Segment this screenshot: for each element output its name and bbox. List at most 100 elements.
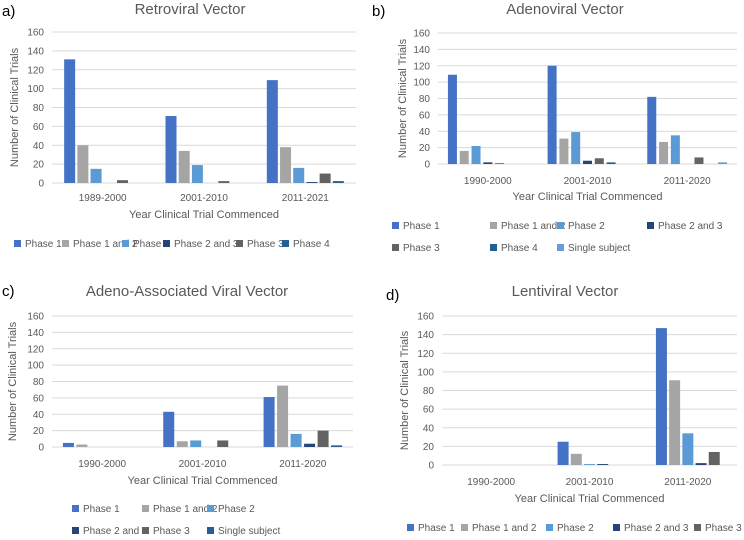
legend-label: Phase 3 bbox=[705, 523, 742, 534]
bar bbox=[332, 181, 344, 183]
legend-label: Phase 1 bbox=[25, 239, 62, 250]
y-tick-label: 0 bbox=[38, 179, 44, 190]
category-label: 1990-2000 bbox=[78, 459, 126, 470]
legend-label: Phase 1 bbox=[83, 504, 120, 515]
legend-label: Phase 3 bbox=[403, 243, 440, 254]
y-axis-title: Number of Clinical Trials bbox=[7, 321, 19, 441]
chart-title: Adenoviral Vector bbox=[506, 1, 624, 18]
legend-label: Phase 4 bbox=[501, 243, 538, 254]
bar bbox=[669, 380, 681, 465]
legend-swatch bbox=[392, 222, 399, 229]
bar bbox=[559, 138, 569, 164]
legend-swatch bbox=[122, 240, 129, 247]
category-label: 2001-2010 bbox=[180, 193, 228, 204]
legend-swatch bbox=[613, 524, 620, 531]
chart-panel-d: d) Lentiviral Vector 0 20 40 60 80 100 120 140 160… bbox=[386, 283, 742, 534]
legend-swatch bbox=[207, 505, 214, 512]
category-label: 2011-2020 bbox=[664, 176, 712, 187]
y-tick-label: 0 bbox=[38, 443, 44, 454]
category-label: 2001-2010 bbox=[566, 477, 614, 488]
category-label: 1990-2000 bbox=[464, 176, 512, 187]
panel-letter: d) bbox=[386, 287, 399, 304]
y-tick-label: 40 bbox=[33, 141, 45, 152]
legend-swatch bbox=[557, 244, 564, 251]
bar bbox=[331, 445, 343, 447]
bar bbox=[571, 132, 581, 164]
bar bbox=[116, 180, 128, 183]
legend-swatch bbox=[694, 524, 701, 531]
bar bbox=[670, 135, 680, 164]
category-label: 2011-2021 bbox=[282, 193, 330, 204]
bar bbox=[655, 328, 667, 465]
bar bbox=[266, 80, 278, 183]
y-tick-label: 140 bbox=[27, 328, 44, 339]
legend-label: Phase 2 and 3 bbox=[658, 221, 723, 232]
y-tick-label: 80 bbox=[423, 386, 435, 397]
chart-title: Lentiviral Vector bbox=[512, 283, 619, 300]
y-axis-title: Number of Clinical Trials bbox=[399, 330, 411, 450]
bar bbox=[165, 115, 177, 183]
category-label: 2001-2010 bbox=[564, 176, 612, 187]
bar bbox=[76, 444, 88, 447]
legend-label: Single subject bbox=[568, 243, 630, 254]
y-tick-label: 140 bbox=[417, 330, 434, 341]
x-axis-title: Year Clinical Trial Commenced bbox=[128, 475, 278, 487]
y-tick-label: 60 bbox=[33, 393, 45, 404]
chart-title: Retroviral Vector bbox=[135, 1, 246, 18]
bar bbox=[163, 411, 175, 447]
y-tick-label: 40 bbox=[419, 127, 431, 138]
y-tick-label: 20 bbox=[419, 143, 431, 154]
legend-label: Phase 2 and 3 bbox=[174, 239, 239, 250]
legend-swatch bbox=[14, 240, 21, 247]
bar bbox=[306, 182, 318, 183]
legend-label: Phase 2 and 3 bbox=[83, 526, 148, 537]
bar bbox=[317, 430, 329, 447]
y-axis-title: Number of Clinical Trials bbox=[397, 38, 409, 158]
y-tick-label: 140 bbox=[27, 46, 44, 57]
bar bbox=[62, 442, 74, 447]
legend-label: Phase 1 and 2 bbox=[472, 523, 537, 534]
legend-label: Phase 1 and 2 bbox=[73, 239, 138, 250]
y-tick-label: 80 bbox=[33, 377, 45, 388]
panel-letter: c) bbox=[2, 283, 15, 300]
legend-swatch bbox=[236, 240, 243, 247]
y-tick-label: 40 bbox=[423, 423, 435, 434]
y-tick-label: 0 bbox=[428, 461, 434, 472]
legend-label: Phase 1 and 2 bbox=[153, 504, 218, 515]
y-tick-label: 20 bbox=[423, 442, 435, 453]
bar bbox=[447, 74, 457, 164]
legend-label: Phase 4 bbox=[293, 239, 330, 250]
bar bbox=[90, 168, 102, 183]
bar bbox=[263, 397, 275, 447]
legend-swatch bbox=[647, 222, 654, 229]
bar bbox=[176, 441, 188, 447]
chart-title: Adeno-Associated Viral Vector bbox=[86, 283, 288, 300]
y-tick-label: 0 bbox=[424, 160, 430, 171]
y-tick-label: 100 bbox=[413, 78, 430, 89]
y-tick-label: 100 bbox=[417, 367, 434, 378]
bar bbox=[695, 463, 707, 465]
chart-panel-c: c) Adeno-Associated Viral Vector 0 20 40 60 80… bbox=[2, 283, 353, 537]
y-tick-label: 20 bbox=[33, 160, 45, 171]
legend-label: Phase 1 bbox=[418, 523, 455, 534]
bar bbox=[319, 173, 331, 183]
x-axis-title: Year Clinical Trial Commenced bbox=[515, 493, 665, 505]
legend-label: Phase 3 bbox=[153, 526, 190, 537]
y-tick-label: 140 bbox=[413, 45, 430, 56]
y-tick-label: 160 bbox=[27, 312, 44, 323]
category-label: 2001-2010 bbox=[179, 459, 227, 470]
bar bbox=[647, 96, 657, 164]
y-tick-label: 160 bbox=[27, 28, 44, 39]
legend-swatch bbox=[490, 244, 497, 251]
legend-label: Phase 2 bbox=[568, 221, 605, 232]
bar bbox=[218, 181, 230, 183]
y-tick-label: 120 bbox=[27, 344, 44, 355]
bar bbox=[304, 443, 316, 447]
bar bbox=[459, 150, 469, 164]
bar bbox=[597, 464, 609, 465]
category-label: 1990-2000 bbox=[467, 477, 515, 488]
y-tick-label: 80 bbox=[33, 103, 45, 114]
